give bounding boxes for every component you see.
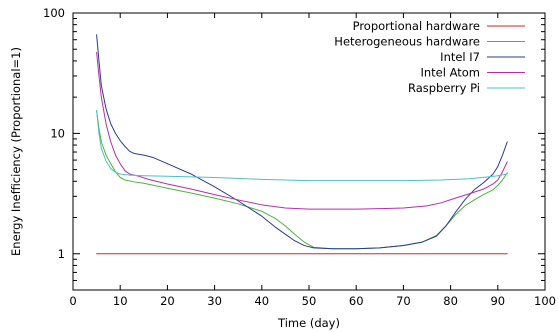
legend-label-intel-atom: Intel Atom xyxy=(420,66,480,80)
x-tick-label: 90 xyxy=(490,294,505,308)
legend: Proportional hardware Heterogeneous hardw… xyxy=(334,19,525,95)
y-tick-label: 100 xyxy=(43,6,65,20)
y-tick-label: 1 xyxy=(58,247,65,261)
x-tick-label: 100 xyxy=(534,294,556,308)
x-axis-title: Time (day) xyxy=(277,316,340,330)
series-line-intel-atom xyxy=(96,51,508,210)
x-tick-label: 0 xyxy=(69,294,76,308)
legend-label-intel-i7: Intel I7 xyxy=(440,50,480,64)
plot-lines xyxy=(96,34,508,255)
x-tick-label: 20 xyxy=(160,294,175,308)
x-tick-label: 50 xyxy=(302,294,317,308)
legend-label-heterogeneous-hardware: Heterogeneous hardware xyxy=(334,35,480,49)
legend-label-proportional-hardware: Proportional hardware xyxy=(353,19,480,33)
series-line-intel-i7 xyxy=(96,34,508,250)
series-line-heterogeneous-hardware xyxy=(96,109,508,250)
x-tick-label: 60 xyxy=(349,294,364,308)
y-axis-title: Energy Inefficiency (Proportional=1) xyxy=(9,47,23,256)
x-tick-label: 10 xyxy=(113,294,128,308)
legend-label-raspberry-pi: Raspberry Pi xyxy=(408,81,480,95)
x-tick-label: 70 xyxy=(396,294,411,308)
x-tick-label: 80 xyxy=(443,294,458,308)
x-tick-label: 30 xyxy=(207,294,222,308)
series-line-raspberry-pi xyxy=(96,109,508,182)
x-tick-label: 40 xyxy=(254,294,269,308)
y-tick-label: 10 xyxy=(50,126,65,140)
